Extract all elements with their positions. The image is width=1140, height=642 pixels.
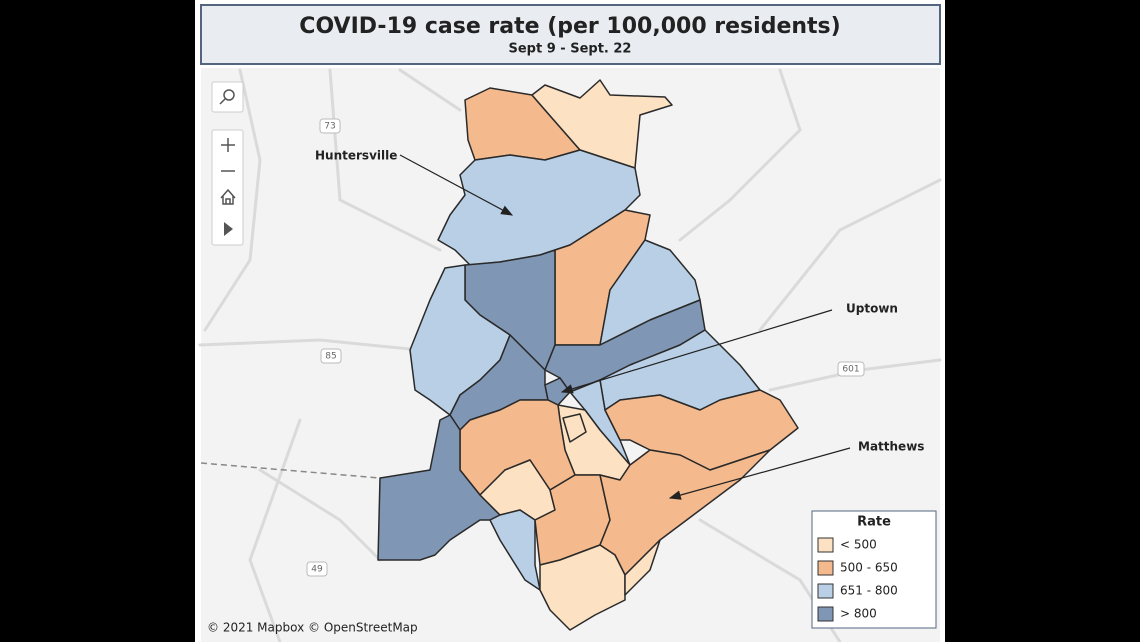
header-box [200,4,941,65]
search-icon [223,89,235,101]
legend-label: 500 - 650 [840,561,898,575]
play-button[interactable] [224,222,233,236]
arrow [668,447,851,500]
zones [377,79,799,631]
place-label: Huntersville [315,149,397,163]
zone [531,79,673,169]
zoom-panel [211,129,244,246]
zone [624,539,661,596]
road [328,68,442,252]
title: COVID-19 case rate (per 100,000 resident… [299,14,840,39]
shield-label: 85 [325,352,336,362]
road [203,68,262,332]
road-shield [320,348,342,364]
road [758,178,942,332]
shield-label: 601 [842,365,859,375]
legend-label: > 800 [840,607,877,621]
search-button[interactable] [211,81,244,113]
zoom-in[interactable] [221,138,235,152]
map-controls [211,81,244,246]
zone [489,509,541,591]
home-button[interactable] [220,188,236,205]
roads [198,68,942,642]
road-shield [319,118,341,134]
legend-items: < 500 500 - 650 651 - 800 > 800 [817,537,898,622]
shield-label: 49 [311,565,323,575]
arrow [560,309,833,394]
legend-swatch [817,537,834,553]
place-label: Uptown [846,302,898,316]
legend-label: < 500 [840,538,877,552]
road [248,418,302,642]
legend-swatch [817,560,834,576]
legend-swatch [817,606,834,622]
zone [539,544,626,631]
road-shield [306,561,328,577]
legend-title: Rate [857,515,891,530]
shield-label: 73 [324,122,335,132]
zone [562,413,587,443]
attribution: © 2021 Mapbox © OpenStreetMap [207,621,418,635]
place-label: Matthews [858,440,924,454]
subtitle: Sept 9 - Sept. 22 [509,42,632,57]
road [258,468,382,562]
road [678,68,802,242]
legend-label: 651 - 800 [840,584,898,598]
arrow [399,154,514,216]
road-shield [837,361,865,377]
road [398,68,462,112]
search-icon [219,98,226,105]
legend-swatch [817,583,834,599]
road [198,338,422,352]
